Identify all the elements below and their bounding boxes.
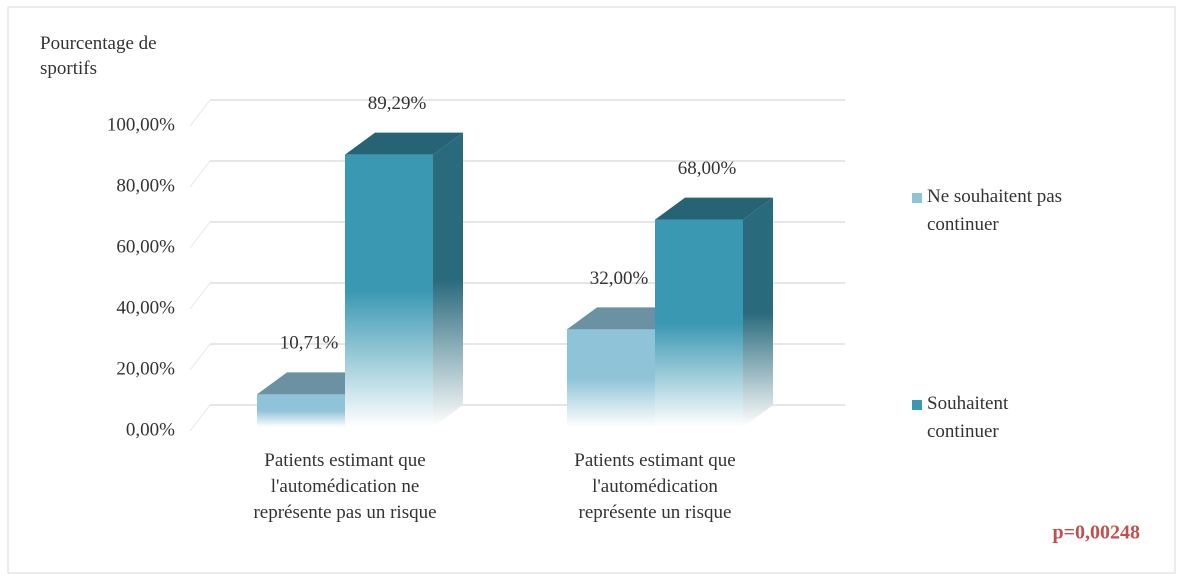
grid-line <box>189 160 211 188</box>
annotation: p=0,00248 <box>1052 522 1140 544</box>
grid-line <box>189 221 211 249</box>
y-tick-label: 0,00% <box>126 419 175 440</box>
y-axis-label: Pourcentage de sportifs <box>40 33 157 79</box>
x-tick-label: Patients estimant que l'automédication ne… <box>253 450 436 523</box>
legend-swatch <box>912 400 922 410</box>
bar-front <box>345 154 433 427</box>
bar-front <box>257 394 345 427</box>
y-tick-label: 60,00% <box>116 236 175 257</box>
y-tick-label: 100,00% <box>107 114 175 135</box>
bar-side <box>433 132 463 427</box>
data-label: 89,29% <box>368 93 427 114</box>
bar-top <box>655 197 773 220</box>
legend-label: Ne souhaitent pas continuer <box>927 186 1062 235</box>
bar-front <box>655 219 743 427</box>
chart-frame <box>7 6 1176 574</box>
grid-line <box>189 343 211 371</box>
legend-swatch <box>912 193 922 203</box>
bar-side <box>743 197 773 427</box>
grid-line <box>189 99 211 127</box>
legend-label: Souhaitent continuer <box>927 393 1009 442</box>
bar <box>345 132 463 427</box>
bar <box>655 197 773 427</box>
bar-top <box>345 132 463 155</box>
bar-front <box>567 329 655 427</box>
data-label: 10,71% <box>280 333 339 354</box>
data-label: 32,00% <box>590 268 649 289</box>
y-tick-label: 80,00% <box>116 175 175 196</box>
x-tick-label: Patients estimant que l'automédication rep… <box>574 450 735 523</box>
y-tick-label: 20,00% <box>116 358 175 379</box>
data-label: 68,00% <box>678 158 737 179</box>
y-tick-label: 40,00% <box>116 297 175 318</box>
grid-line <box>189 404 211 432</box>
grid-line <box>189 282 211 310</box>
